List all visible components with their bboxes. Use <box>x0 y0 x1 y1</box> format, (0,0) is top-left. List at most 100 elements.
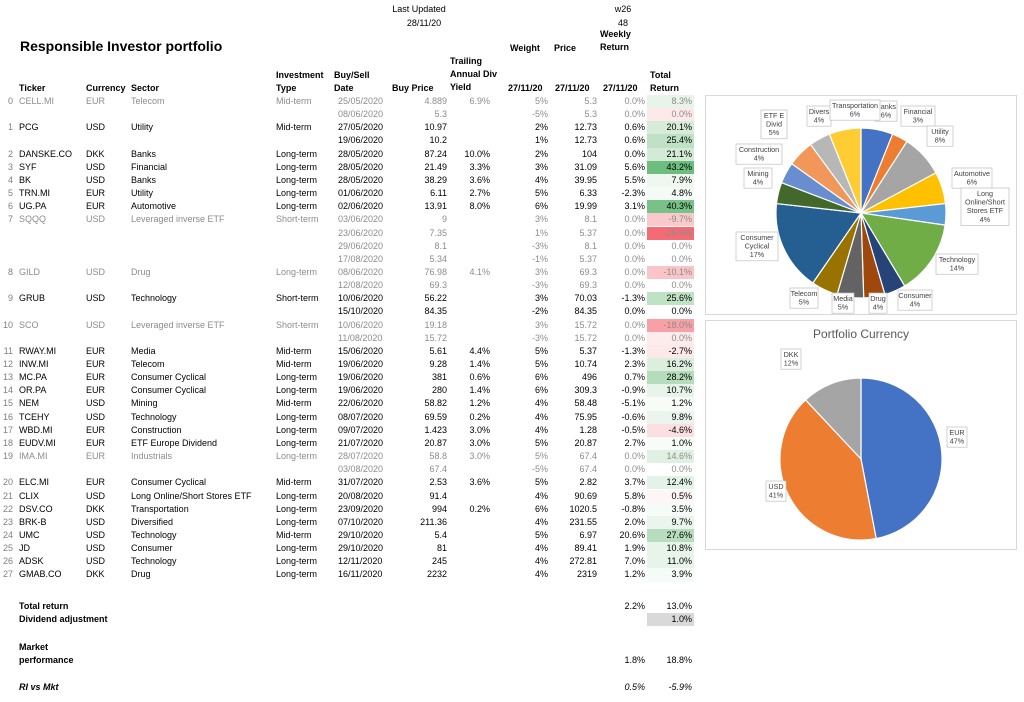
price-cell: 12.73 <box>574 122 597 133</box>
date-cell: 01/06/2020 <box>338 188 384 199</box>
col-div-yield-line2: Annual Div <box>450 69 498 79</box>
date-cell: 10/06/2020 <box>338 293 384 304</box>
ticker-cell: GMAB.CO <box>19 569 62 580</box>
dividend-adjustment-value: 1.0% <box>647 613 694 626</box>
row-number: 17 <box>2 424 13 435</box>
div-yield-cell <box>450 568 490 581</box>
total-return-cell: 21.1% <box>647 147 694 161</box>
buy-price-cell: 8.1 <box>434 240 447 251</box>
weight-cell: 5% <box>534 359 548 369</box>
data-label-text: Telecom <box>791 289 818 298</box>
total-return-cell: -4.6% <box>647 423 694 437</box>
price-cell: 6.97 <box>579 529 597 540</box>
weight-cell: 5% <box>534 477 548 488</box>
data-label-text: Online/Short <box>965 198 1005 207</box>
currency-cell: USD <box>86 319 106 330</box>
total-return-cell: 28.2% <box>647 371 694 385</box>
weekly-return-cell: 0.0% <box>624 266 645 277</box>
price-cell: 5.3 <box>584 109 597 120</box>
total-return-cell: -2.7% <box>647 344 694 358</box>
currency-cell: EUR <box>86 96 106 106</box>
sector-cell: Leveraged inverse ETF <box>131 214 225 225</box>
data-label-text: 5% <box>799 298 810 307</box>
data-label-text: 3% <box>913 116 924 125</box>
weekly-return-cell: -0.5% <box>621 424 645 435</box>
sector-cell: Drug <box>131 569 151 580</box>
div-yield-cell: 3.0% <box>469 437 490 448</box>
ticker-cell: DANSKE.CO <box>19 148 73 159</box>
buy-price-cell: 5.4 <box>434 529 447 540</box>
currency-cell: USD <box>86 556 106 567</box>
table-row: 12/08/2020 69.3 -3% 69.3 0.0% 0.0% <box>0 279 700 292</box>
div-yield-cell: 4.4% <box>469 345 490 356</box>
investment-type-cell: Long-term <box>276 503 318 514</box>
ticker-cell: GRUB <box>19 293 46 304</box>
table-row: 23/06/2020 7.35 1% 5.37 0.0% -26.9% <box>0 226 700 240</box>
date-cell: 08/07/2020 <box>338 411 384 422</box>
table-row: 21 CLIX USD Long Online/Short Stores ETF… <box>0 489 700 503</box>
row-number: 14 <box>2 385 13 396</box>
data-label-box <box>735 231 779 262</box>
weekly-return-cell: 0.0% <box>624 109 645 120</box>
price-cell: 5.37 <box>579 227 597 238</box>
div-yield-cell <box>450 240 490 253</box>
weekly-return-cell: 0.6% <box>624 135 645 146</box>
currency-cell: EUR <box>86 385 106 396</box>
table-row: 3 SYF USD Financial Long-term 28/05/2020… <box>0 160 700 174</box>
row-number: 15 <box>2 398 13 409</box>
currency-cell: DKK <box>86 148 105 159</box>
weekly-return-cell: 0.0% <box>624 280 645 291</box>
div-yield-cell <box>450 319 490 332</box>
weekly-return-cell: 7.0% <box>624 556 645 567</box>
investment-type-cell: Long-term <box>276 516 318 527</box>
data-label-text: Cyclical <box>745 242 770 251</box>
total-return-cell: 0.0% <box>671 464 692 475</box>
sector-cell: Mining <box>131 398 158 409</box>
investment-type-cell: Long-term <box>276 161 318 172</box>
div-yield-cell: 1.4% <box>469 385 490 396</box>
row-number: 23 <box>2 516 13 527</box>
weekly-return-cell: -0.9% <box>621 385 645 396</box>
col-investment-type: Investment Type <box>276 70 324 94</box>
ticker-cell: RWAY.MI <box>19 345 57 356</box>
total-return-label: Total return <box>19 601 69 611</box>
price-cell: 272.81 <box>569 556 597 567</box>
weight-cell: 3% <box>534 319 548 330</box>
weight-cell: -3% <box>531 240 548 251</box>
date-cell: 02/06/2020 <box>338 201 384 212</box>
buy-price-cell: 69.3 <box>429 280 447 291</box>
date-cell: 28/05/2020 <box>338 161 384 172</box>
sector-cell: Drug <box>131 266 151 277</box>
weekly-return-cell: 0.0% <box>624 451 645 462</box>
price-cell: 39.95 <box>574 174 597 185</box>
col-price-date: 27/11/20 <box>555 83 590 93</box>
data-label-box <box>743 167 773 189</box>
total-return-cell: 14.6% <box>647 450 694 464</box>
weight-cell: 4% <box>534 424 548 435</box>
date-cell: 12/11/2020 <box>338 556 383 567</box>
ticker-cell: OR.PA <box>19 385 47 396</box>
weight-cell: 4% <box>534 516 548 527</box>
buy-price-cell: 69.59 <box>424 411 447 422</box>
sector-cell: ETF Europe Dividend <box>131 437 218 448</box>
weekly-return-cell: -1.3% <box>621 293 645 304</box>
price-cell: 84.35 <box>574 306 597 317</box>
data-label-box <box>868 292 888 314</box>
data-label-text: 17% <box>750 250 765 259</box>
date-cell: 28/05/2020 <box>338 148 384 159</box>
investment-type-cell: Mid-term <box>276 398 312 409</box>
col-total-return: Total Return <box>650 70 679 94</box>
market-label-line1: Market <box>19 642 49 652</box>
weight-cell: -3% <box>531 280 548 291</box>
weekly-return-cell: 0.0% <box>624 319 645 330</box>
price-cell: 1020.5 <box>569 503 597 514</box>
weight-cell: 1% <box>534 135 548 146</box>
weight-cell: 6% <box>534 201 548 212</box>
last-updated-value: 28/11/20 <box>406 18 442 28</box>
total-return-cell: -18.0% <box>647 318 694 332</box>
data-label-text: Long <box>977 189 993 198</box>
buy-price-cell: 6.11 <box>430 188 447 199</box>
